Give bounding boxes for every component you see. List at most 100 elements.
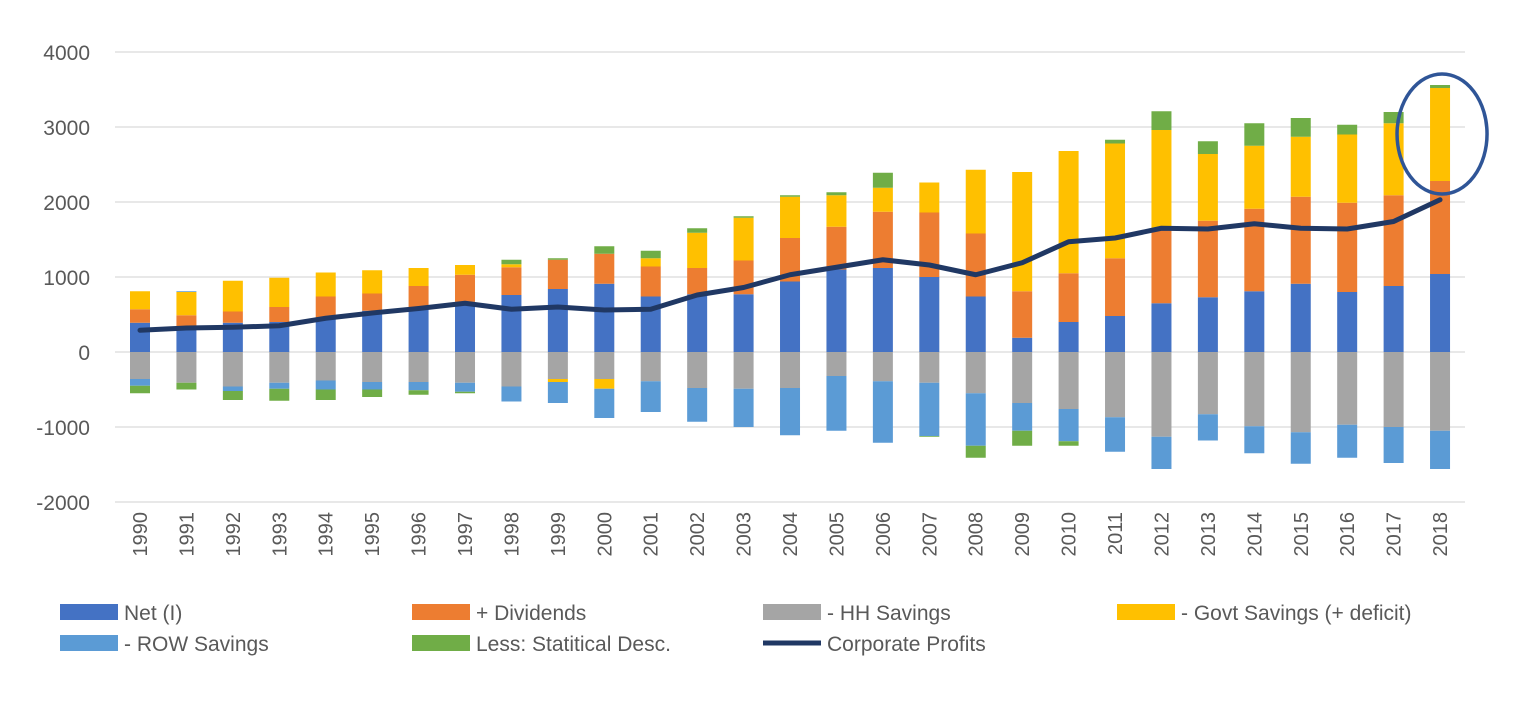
x-tick-label: 2018 [1430,512,1452,557]
legend-swatch [60,604,118,620]
x-tick-label: 2010 [1059,512,1081,557]
bar-segment [222,352,243,387]
bar-segment [130,379,150,386]
bar-segment [1430,88,1451,181]
bar-segment [1244,291,1265,352]
legend-swatch [60,635,118,651]
x-tick-label: 2005 [826,512,848,557]
bar-segment [362,352,383,382]
bar-segment [919,212,940,277]
bar-segment [222,322,243,352]
x-tick-label: 1999 [548,512,570,557]
bar-segment [1197,220,1218,298]
bar-segment [222,311,243,323]
bar-segment [455,382,476,392]
bar-segment [269,352,290,383]
legend-label: Net (I) [124,602,182,625]
bar-segment [269,307,290,322]
bar-segment [919,352,940,383]
bar-segment [176,352,197,383]
bar-segment [1244,208,1265,292]
bar-segment [965,169,986,234]
bar-segment [1197,352,1218,415]
bar-segment [1337,292,1358,352]
bar-segment [780,238,801,282]
bar-segment [1058,441,1079,446]
bar-segment [130,352,150,379]
bar-segment [826,376,847,431]
bar-segment [1197,297,1218,352]
bar-segment [1337,424,1358,458]
bar-segment [130,322,150,352]
bar-segment [1058,322,1079,352]
bar-segment [501,295,522,352]
x-tick-label: 2008 [966,512,988,557]
bar-segment [1290,196,1311,284]
bar-segment [315,296,336,318]
bar-segment [130,309,150,323]
x-tick-label: 2002 [687,512,709,557]
bar-segment [1197,141,1218,154]
bar-segment [269,322,290,352]
x-tick-label: 1996 [409,512,431,557]
bar-segment [826,195,847,227]
x-tick-label: 2003 [734,512,756,557]
bar-segment [130,291,150,310]
bar-segment [780,388,801,436]
bar-segment [1058,352,1079,409]
bar-segment [1151,111,1172,130]
bar-segment [1430,274,1451,352]
bar-segment [408,390,429,395]
bar-segment [872,381,893,443]
bar-segment [455,301,476,352]
x-tick-label: 2001 [641,512,663,557]
bar-segment [408,382,429,391]
bar-segment [1430,85,1451,88]
bar-segment [965,233,986,297]
bar-segment [176,382,197,390]
x-tick-label: 1997 [455,512,477,557]
bar-segment [315,380,336,390]
bar-segment [826,192,847,196]
bar-segment [1012,430,1033,446]
bar-segment [1151,352,1172,437]
bar-segment [1383,286,1404,352]
bar-segment [362,389,383,397]
bar-segment [1151,303,1172,352]
y-tick-label: 0 [78,342,90,365]
bar-segment [1105,143,1126,259]
x-axis-ticks: 1990 1991 1992 1993 1994 1995 1996 1997 1998 1999… [130,512,1452,557]
legend: Net (I) + Dividends - HH Savings - Govt Sav… [60,602,1412,656]
bar-segment [130,385,150,394]
bar-segment [594,283,615,352]
bar-segment [1290,136,1311,197]
bar-segment [733,388,754,427]
x-tick-label: 2011 [1105,512,1127,555]
bar-segment [1383,427,1404,463]
bar-segment [1105,316,1126,352]
bar-segment [687,228,708,233]
x-tick-label: 2000 [594,512,616,557]
bar-segment [362,270,383,294]
bar-segment [408,307,429,352]
bar-segment [1105,352,1126,418]
bar-segment [1430,352,1451,431]
bar-segment [1105,258,1126,316]
x-tick-label: 2006 [873,512,895,557]
bar-segment [640,266,661,297]
annotations [1395,72,1489,196]
bar-segment [455,352,476,383]
legend-label: Corporate Profits [827,633,986,656]
x-tick-label: 1990 [130,512,152,557]
bar-segment [176,327,197,352]
bar-segment [1197,154,1218,221]
bar-segment [1151,130,1172,229]
x-tick-label: 1993 [269,512,291,557]
bar-segment [872,211,893,268]
bar-segment [1383,112,1404,124]
bar-segment [269,277,290,307]
bar-segment [501,386,522,402]
bar-segment [594,253,615,284]
bar-segment [1383,352,1404,427]
bar-segment [872,172,893,188]
